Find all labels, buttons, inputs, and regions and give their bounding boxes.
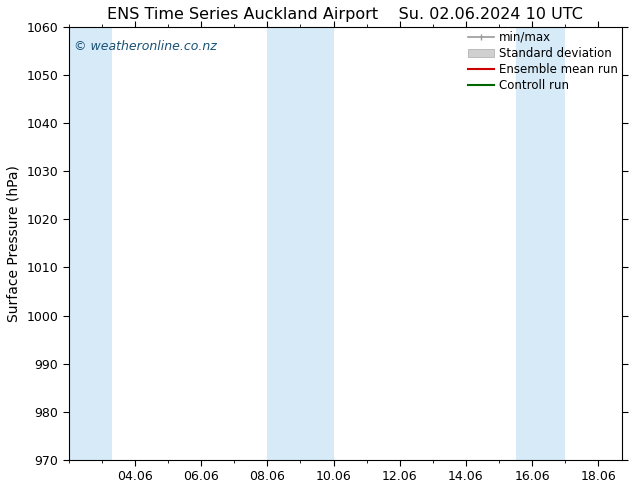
Bar (69, 27, 112, 460)
Bar (268, 27, 333, 460)
Y-axis label: Surface Pressure (hPa): Surface Pressure (hPa) (7, 165, 21, 322)
Text: © weatheronline.co.nz: © weatheronline.co.nz (74, 40, 217, 53)
Title: ENS Time Series Auckland Airport    Su. 02.06.2024 10 UTC: ENS Time Series Auckland Airport Su. 02.… (107, 7, 583, 22)
Bar (515, 27, 566, 460)
Legend: min/max, Standard deviation, Ensemble mean run, Controll run: min/max, Standard deviation, Ensemble me… (469, 31, 618, 92)
